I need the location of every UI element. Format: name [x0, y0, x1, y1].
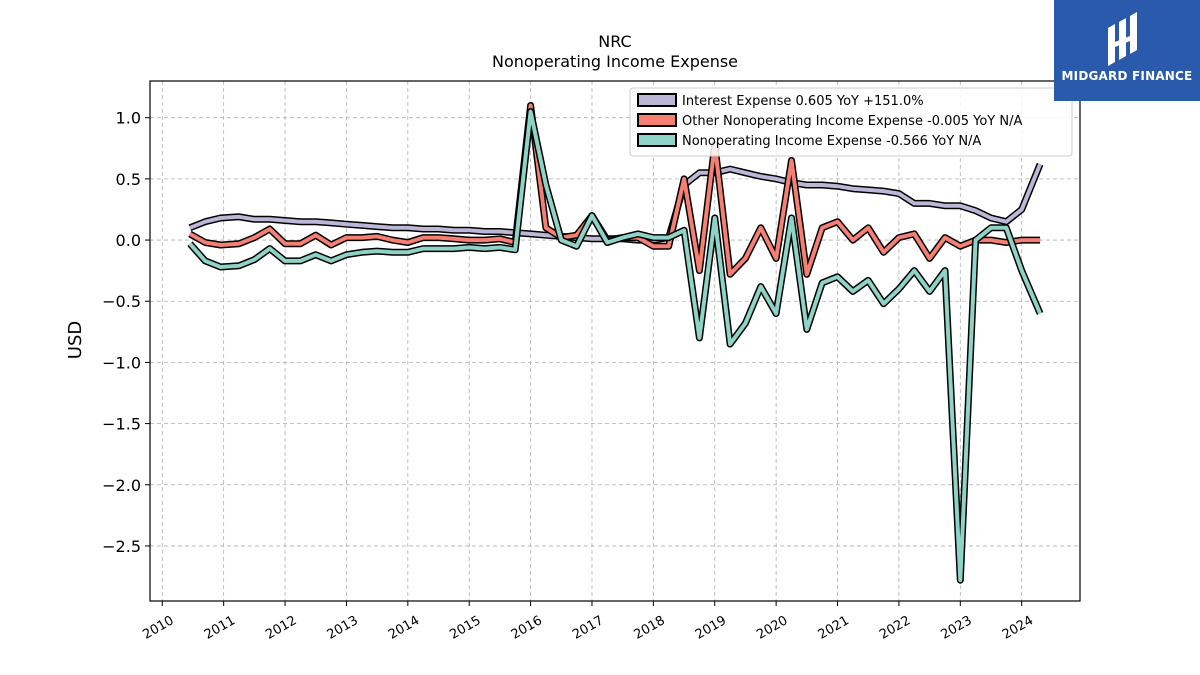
x-tick-label: 2012	[263, 613, 299, 643]
x-tick-label: 2023	[938, 613, 974, 643]
midgard-logo-icon	[1108, 12, 1137, 66]
legend-entry-1: Other Nonoperating Income Expense -0.005…	[682, 114, 1022, 129]
series-line-2	[188, 109, 1042, 583]
legend-box	[629, 87, 1073, 157]
x-tick-label: 2015	[447, 613, 483, 643]
series-outline-2	[187, 108, 1044, 584]
legend: Interest Expense 0.605 YoY +151.0% Other …	[629, 87, 1073, 157]
x-tick-label: 2020	[754, 613, 790, 643]
legend-swatch-0	[637, 93, 677, 107]
y-tick-label: −1.5	[102, 415, 141, 434]
y-tick-label: −2.0	[102, 476, 141, 495]
x-tick-label: 2021	[816, 613, 852, 643]
series-lines	[187, 102, 1044, 584]
y-tick-label: −2.5	[102, 537, 141, 556]
x-tick-label: 2024	[1000, 613, 1036, 643]
legend-swatch-2	[637, 133, 677, 147]
x-tick-label: 2016	[509, 613, 545, 643]
y-axis-label: USD	[65, 321, 86, 359]
legend-entry-0: Interest Expense 0.605 YoY +151.0%	[682, 94, 924, 109]
legend-swatch-1	[637, 113, 677, 127]
chart-title: NRC	[598, 32, 631, 51]
series-line-0	[189, 163, 1042, 243]
x-tick-label: 2010	[140, 613, 176, 643]
y-tick-label: 0.0	[116, 231, 141, 250]
midgard-finance-logo: MIDGARD FINANCE	[1054, 0, 1200, 101]
grid	[150, 81, 1080, 601]
y-tick-label: 0.5	[116, 170, 141, 189]
x-tick-label: 2019	[693, 613, 729, 643]
y-tick-label: −1.0	[102, 353, 141, 372]
chart-subtitle: Nonoperating Income Expense	[492, 52, 738, 71]
axes: 1.0 0.5 0.0 −0.5 −1.0 −1.5 −2.0 −2.5 2010 2011 201…	[102, 109, 1036, 643]
x-tick-label: 2018	[632, 613, 668, 643]
y-tick-label: −0.5	[102, 292, 141, 311]
y-tick-label: 1.0	[116, 109, 141, 128]
plot-area	[149, 80, 1081, 602]
x-tick-label: 2011	[202, 613, 238, 643]
x-tick-label: 2013	[325, 613, 361, 643]
legend-entry-2: Nonoperating Income Expense -0.566 YoY N…	[682, 134, 981, 149]
x-tick-label: 2022	[877, 613, 913, 643]
x-tick-label: 2017	[570, 613, 606, 643]
logo-brand-text: MIDGARD FINANCE	[1061, 69, 1193, 83]
x-tick-label: 2014	[386, 613, 422, 643]
